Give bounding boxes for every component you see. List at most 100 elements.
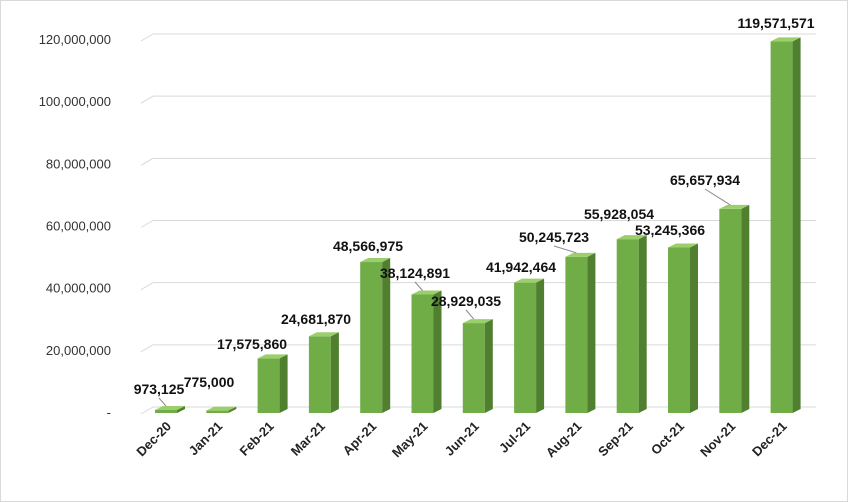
bar-front bbox=[668, 247, 690, 413]
gridline-depth bbox=[140, 33, 154, 42]
bar-top bbox=[308, 332, 339, 337]
bar-front bbox=[308, 336, 331, 413]
bar bbox=[462, 319, 493, 413]
bar bbox=[257, 354, 288, 413]
bar-side bbox=[228, 406, 237, 413]
bar bbox=[206, 406, 237, 413]
bar bbox=[719, 204, 750, 413]
data-label: 41,942,464 bbox=[486, 259, 556, 275]
bar-front bbox=[616, 239, 639, 413]
gridline-depth bbox=[140, 95, 154, 104]
leader-line bbox=[553, 245, 577, 254]
data-label: 38,124,891 bbox=[380, 265, 450, 281]
bar-front bbox=[514, 282, 537, 413]
bar-top bbox=[565, 252, 596, 257]
bar-top bbox=[257, 354, 288, 359]
gridline-depth bbox=[140, 344, 154, 353]
bar-top bbox=[668, 243, 698, 248]
bar-front bbox=[411, 294, 434, 413]
bar bbox=[155, 405, 185, 413]
x-tick-label: Aug-21 bbox=[543, 419, 585, 461]
data-label: 775,000 bbox=[184, 374, 235, 390]
y-tick-label: 80,000,000 bbox=[46, 156, 111, 171]
bar bbox=[616, 235, 647, 413]
gridline-depth bbox=[140, 157, 154, 166]
x-tick-label: Sep-21 bbox=[595, 419, 636, 460]
data-label: 17,575,860 bbox=[217, 336, 287, 352]
leader-line bbox=[465, 309, 475, 320]
x-tick-label: Jul-21 bbox=[496, 419, 533, 456]
data-label: 50,245,723 bbox=[519, 229, 589, 245]
y-tick-label: 60,000,000 bbox=[46, 219, 111, 234]
bar-top bbox=[462, 319, 493, 324]
bar-front bbox=[565, 256, 588, 413]
y-tick-label: 100,000,000 bbox=[39, 94, 111, 109]
bar-side bbox=[690, 243, 698, 413]
bar-top bbox=[155, 405, 185, 410]
bar-side bbox=[433, 290, 442, 413]
bar-side bbox=[330, 332, 339, 413]
bar bbox=[668, 243, 698, 413]
bar-side bbox=[177, 405, 185, 413]
leader-line bbox=[414, 281, 423, 291]
bar bbox=[411, 290, 442, 413]
data-label: 28,929,035 bbox=[431, 293, 501, 309]
data-label: 973,125 bbox=[134, 381, 185, 397]
x-tick-label: Mar-21 bbox=[288, 419, 328, 459]
bars bbox=[155, 37, 801, 414]
gridline-depth bbox=[140, 406, 154, 415]
y-axis-ticks: - 20,000,000 40,000,000 60,000,000 80,000,00… bbox=[39, 32, 111, 420]
data-label: 119,571,571 bbox=[737, 15, 814, 31]
bar-side bbox=[587, 252, 596, 413]
bar-side bbox=[536, 278, 545, 413]
leader-line bbox=[158, 397, 167, 407]
bar-front bbox=[719, 208, 742, 413]
bar bbox=[770, 37, 801, 414]
x-tick-label: Apr-21 bbox=[340, 419, 380, 459]
x-tick-label: May-21 bbox=[389, 419, 431, 461]
x-tick-label: Jan-21 bbox=[186, 419, 226, 459]
data-label: 65,657,934 bbox=[670, 172, 740, 188]
x-tick-label: Jun-21 bbox=[442, 419, 482, 459]
bar-front bbox=[770, 41, 793, 414]
bar-top bbox=[360, 258, 391, 263]
x-tick-label: Oct-21 bbox=[648, 419, 687, 458]
bar-side bbox=[638, 235, 647, 413]
x-tick-label: Nov-21 bbox=[697, 419, 738, 460]
bar-side bbox=[741, 204, 750, 413]
bar-side bbox=[279, 354, 288, 413]
bar bbox=[360, 258, 391, 413]
bar-top bbox=[411, 290, 442, 295]
bar-top bbox=[206, 406, 237, 411]
x-tick-label: Dec-21 bbox=[749, 419, 790, 460]
x-tick-label: Dec-20 bbox=[133, 419, 174, 460]
bar-front bbox=[257, 358, 280, 413]
bar-top bbox=[616, 235, 647, 240]
data-labels: 973,125 775,000 17,575,860 24,681,870 48,566… bbox=[134, 15, 815, 407]
data-label: 53,245,366 bbox=[635, 222, 705, 238]
bar-top bbox=[770, 37, 801, 42]
bar-front bbox=[360, 262, 383, 413]
bar-front bbox=[462, 323, 485, 413]
gridline-depth bbox=[140, 220, 154, 228]
y-tick-label: 20,000,000 bbox=[46, 343, 111, 358]
y-tick-label: 120,000,000 bbox=[39, 32, 111, 47]
bar-top bbox=[719, 204, 750, 209]
bar bbox=[514, 278, 545, 413]
bar-side bbox=[382, 258, 391, 413]
y-tick-label: - bbox=[107, 405, 111, 420]
data-label: 24,681,870 bbox=[281, 311, 351, 327]
data-label: 55,928,054 bbox=[584, 206, 654, 222]
bar-front bbox=[206, 410, 229, 413]
x-axis-ticks: Dec-20 Jan-21 Feb-21 Mar-21 Apr-21 May-21 Jun-… bbox=[133, 419, 789, 461]
y-tick-label: 40,000,000 bbox=[46, 281, 111, 296]
leader-line bbox=[704, 188, 731, 206]
data-label: 48,566,975 bbox=[333, 238, 403, 254]
bar-side bbox=[484, 319, 493, 413]
gridline-depth bbox=[140, 282, 154, 291]
bar bbox=[308, 332, 339, 413]
bar-side bbox=[792, 37, 801, 414]
bar-top bbox=[514, 278, 545, 283]
